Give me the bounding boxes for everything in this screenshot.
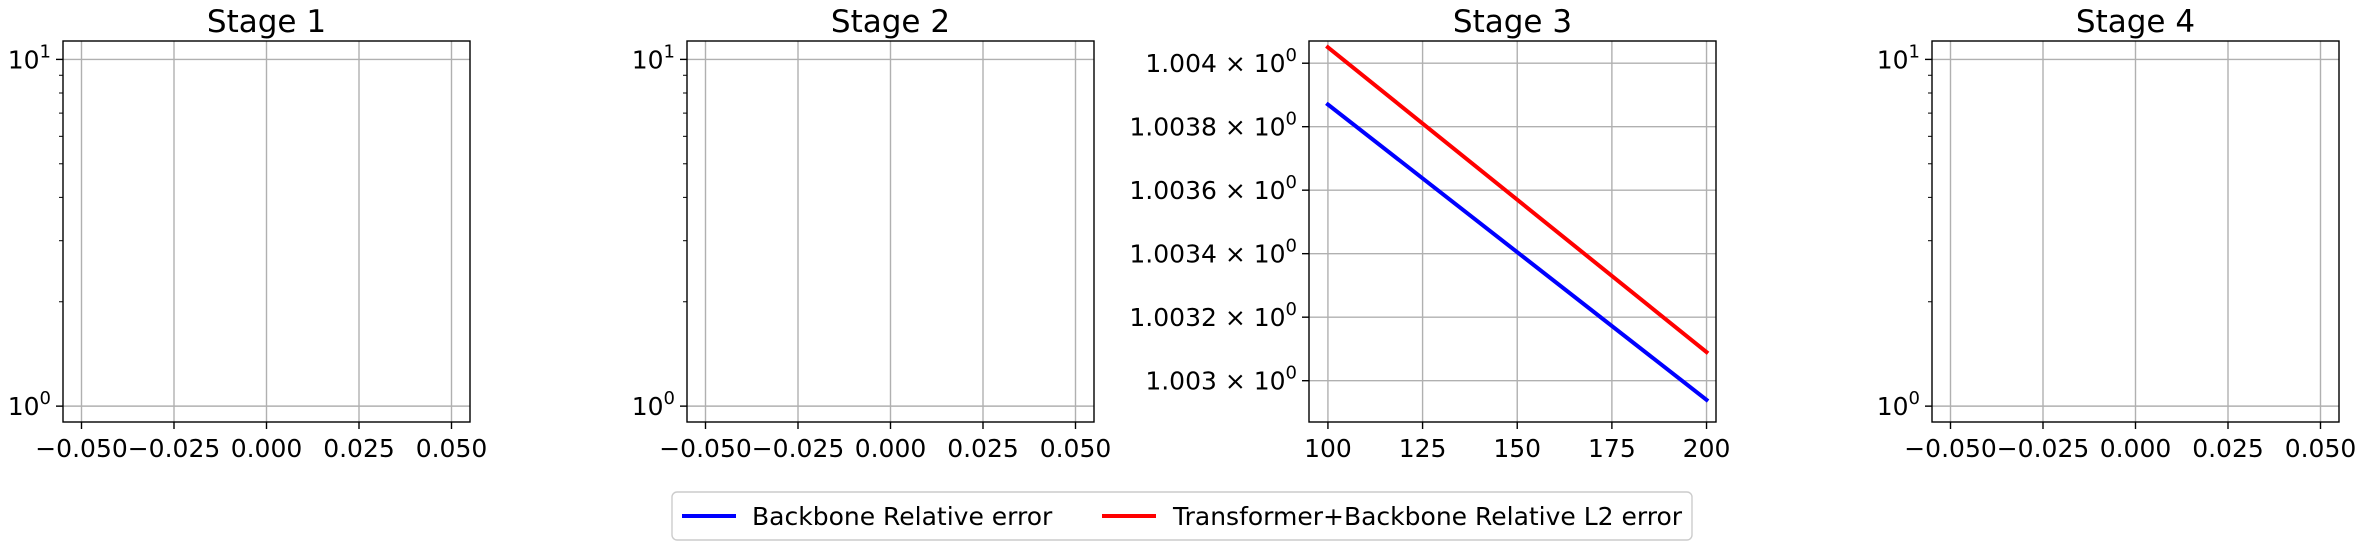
x-tick-label: 0.025 <box>2192 434 2264 463</box>
chart-panel-1: Stage 1 −0.050 −0.025 0.000 0.025 0.050 100 101 <box>8 4 488 463</box>
x-tick-label: 150 <box>1493 434 1541 463</box>
y-tick-label: 101 <box>1877 41 1920 74</box>
x-tick-label: 0.050 <box>1040 434 1112 463</box>
legend: Backbone Relative error Transformer+Backb… <box>671 491 1693 541</box>
x-tick-label: 0.025 <box>323 434 395 463</box>
chart-title: Stage 1 <box>207 4 326 40</box>
x-tick-label: 0.000 <box>855 434 927 463</box>
y-tick-label: 1.0032 × 100 <box>1129 299 1297 332</box>
y-tick-label: 101 <box>8 41 51 74</box>
x-tick-label: 200 <box>1683 434 1731 463</box>
series-line-2 <box>1325 44 1710 355</box>
x-tick-label: 0.050 <box>416 434 488 463</box>
y-tick-label: 1.0036 × 100 <box>1129 172 1297 205</box>
y-tick-label: 1.003 × 100 <box>1145 363 1297 396</box>
x-tick-label: 175 <box>1588 434 1636 463</box>
x-tick-label: 0.000 <box>2100 434 2172 463</box>
x-tick-label: 100 <box>1304 434 1352 463</box>
x-tick-label: 125 <box>1399 434 1447 463</box>
y-tick-label: 100 <box>1877 388 1920 421</box>
chart-panel-4: Stage 4 −0.050 −0.025 0.000 0.025 0.050 100 101 <box>1877 4 2357 463</box>
x-tick-label: −0.050 <box>659 434 752 463</box>
x-tick-label: −0.025 <box>128 434 221 463</box>
x-tick-label: −0.050 <box>35 434 128 463</box>
legend-label-1: Backbone Relative error <box>752 502 1053 531</box>
y-tick-label: 100 <box>8 388 51 421</box>
legend-label-2: Transformer+Backbone Relative L2 error <box>1172 502 1683 531</box>
x-tick-label: −0.025 <box>752 434 845 463</box>
legend-box <box>671 491 1693 541</box>
plot-frame <box>686 40 1095 423</box>
chart-panel-3: Stage 3 100 125 150 175 200 1.003 × 100 1.0032 … <box>1129 4 1730 463</box>
chart-panel-2: Stage 2 −0.050 −0.025 0.000 0.025 0.050 100 101 <box>632 4 1112 463</box>
chart-title: Stage 3 <box>1453 4 1572 40</box>
x-tick-label: −0.025 <box>1997 434 2090 463</box>
series-line-1 <box>1325 101 1710 403</box>
chart-title: Stage 2 <box>831 4 950 40</box>
plot-frame <box>1308 40 1717 423</box>
y-tick-label: 100 <box>632 388 675 421</box>
x-tick-label: −0.050 <box>1904 434 1997 463</box>
plot-frame <box>62 40 471 423</box>
y-tick-label: 1.004 × 100 <box>1145 45 1297 78</box>
plot-frame <box>1931 40 2340 423</box>
y-tick-label: 1.0038 × 100 <box>1129 109 1297 142</box>
y-tick-label: 101 <box>632 41 675 74</box>
y-tick-label: 1.0034 × 100 <box>1129 236 1297 269</box>
chart-title: Stage 4 <box>2076 4 2195 40</box>
x-tick-label: 0.025 <box>947 434 1019 463</box>
x-tick-label: 0.000 <box>231 434 303 463</box>
x-tick-label: 0.050 <box>2285 434 2357 463</box>
